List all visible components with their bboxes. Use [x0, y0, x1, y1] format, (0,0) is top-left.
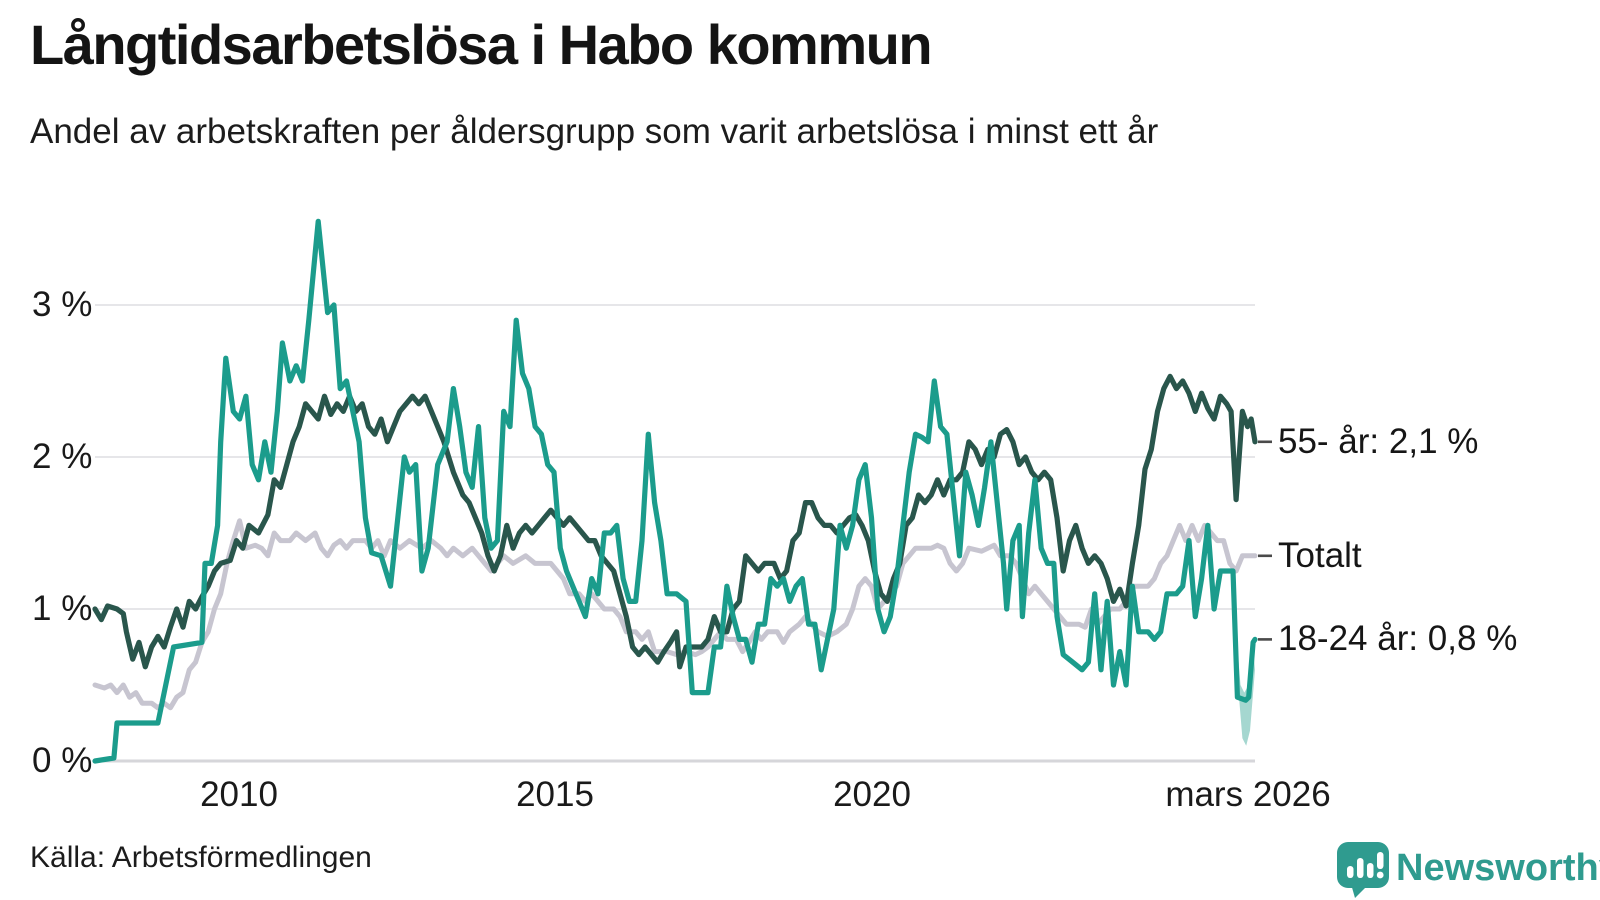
series-line-18-24-r — [92, 218, 1258, 764]
y-axis-tick-2: 2 % — [32, 437, 93, 476]
series-end-label-totalt: Totalt — [1278, 536, 1362, 575]
series-line-55-r — [92, 373, 1258, 670]
newsworthy-wordmark[interactable]: Newsworthy — [1396, 847, 1600, 889]
page-subtitle: Andel av arbetskraften per åldersgrupp s… — [30, 112, 1159, 151]
page-title: Långtidsarbetslösa i Habo kommun — [30, 13, 933, 76]
x-axis-tick-mars-2026: mars 2026 — [1165, 775, 1331, 814]
source-note: Källa: Arbetsförmedlingen — [30, 841, 372, 874]
x-axis-tick-2015: 2015 — [516, 775, 594, 814]
newsworthy-logo-icon[interactable] — [1334, 840, 1392, 898]
y-axis-tick-1: 1 % — [32, 589, 93, 628]
series-end-label-18-24: 18-24 år: 0,8 % — [1278, 619, 1518, 658]
y-axis-tick-3: 3 % — [32, 285, 93, 324]
series-end-label-55: 55- år: 2,1 % — [1278, 422, 1479, 461]
x-axis-tick-2020: 2020 — [833, 775, 911, 814]
uncertainty-band — [1236, 631, 1255, 746]
y-axis-tick-0: 0 % — [32, 741, 93, 780]
x-axis-tick-2010: 2010 — [200, 775, 278, 814]
